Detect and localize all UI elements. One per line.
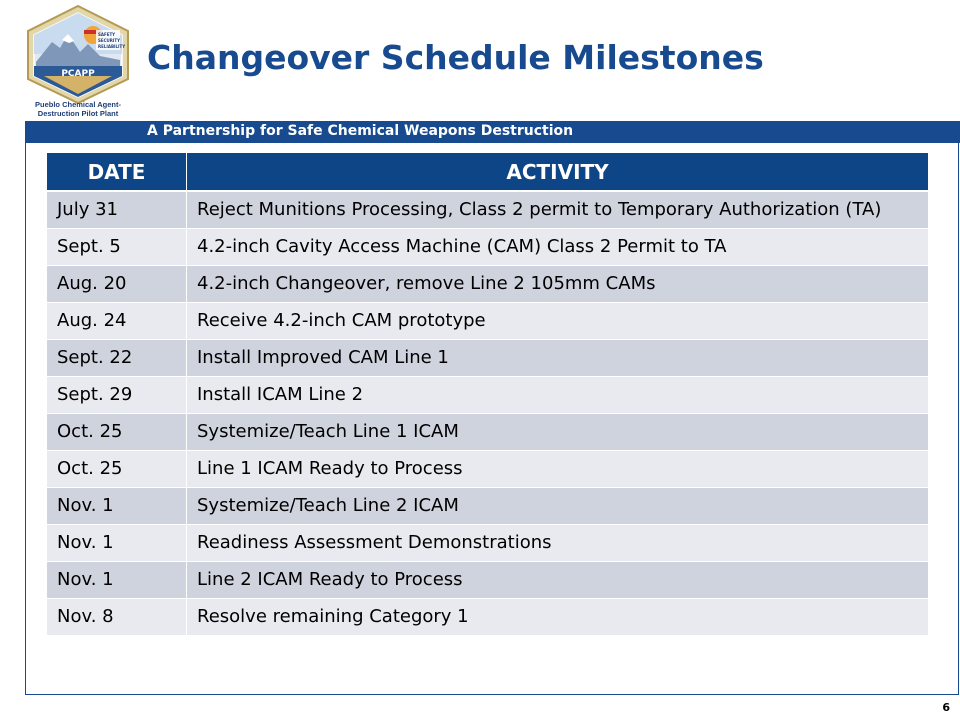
date-cell: Nov. 1 xyxy=(47,487,187,525)
pcapp-logo: SAFETY SECURITY RELIABILITY PCAPP xyxy=(22,4,134,118)
activity-cell: Systemize/Teach Line 1 ICAM xyxy=(186,413,928,451)
partnership-banner: A Partnership for Safe Chemical Weapons … xyxy=(25,121,960,143)
table-row: Aug. 24 Receive 4.2-inch CAM prototype xyxy=(47,302,928,340)
activity-cell: Install ICAM Line 2 xyxy=(186,376,928,414)
date-cell: Sept. 29 xyxy=(47,376,187,414)
logo-tagline-3: RELIABILITY xyxy=(98,44,125,49)
pcapp-emblem-icon: SAFETY SECURITY RELIABILITY PCAPP xyxy=(27,4,129,104)
logo-caption-line2: Destruction Pilot Plant xyxy=(37,109,119,118)
activity-cell: Install Improved CAM Line 1 xyxy=(186,339,928,377)
table-row: Nov. 1 Line 2 ICAM Ready to Process xyxy=(47,561,928,599)
activity-cell: 4.2-inch Cavity Access Machine (CAM) Cla… xyxy=(186,228,928,266)
logo-badge-text: PCAPP xyxy=(61,69,95,79)
activity-cell: Readiness Assessment Demonstrations xyxy=(186,524,928,562)
date-cell: Sept. 5 xyxy=(47,228,187,266)
date-cell: Oct. 25 xyxy=(47,413,187,451)
table-row: Sept. 22 Install Improved CAM Line 1 xyxy=(47,339,928,377)
date-cell: Nov. 8 xyxy=(47,598,187,636)
table-row: Nov. 1 Readiness Assessment Demonstratio… xyxy=(47,524,928,562)
table-row: Oct. 25 Line 1 ICAM Ready to Process xyxy=(47,450,928,488)
activity-column-header: ACTIVITY xyxy=(186,153,928,192)
activity-cell: Line 2 ICAM Ready to Process xyxy=(186,561,928,599)
page-number: 6 xyxy=(942,701,950,714)
date-cell: Sept. 22 xyxy=(47,339,187,377)
table-row: Nov. 8 Resolve remaining Category 1 xyxy=(47,598,928,636)
activity-cell: Line 1 ICAM Ready to Process xyxy=(186,450,928,488)
page-title: Changeover Schedule Milestones xyxy=(147,38,764,77)
logo-caption: Pueblo Chemical Agent- Destruction Pilot… xyxy=(20,100,136,118)
banner-text: A Partnership for Safe Chemical Weapons … xyxy=(147,123,574,139)
content-frame xyxy=(25,143,959,695)
activity-cell: Resolve remaining Category 1 xyxy=(186,598,928,636)
date-cell: Nov. 1 xyxy=(47,524,187,562)
table-row: July 31 Reject Munitions Processing, Cla… xyxy=(47,191,928,229)
table-row: Sept. 29 Install ICAM Line 2 xyxy=(47,376,928,414)
table-header-row: DATE ACTIVITY xyxy=(47,153,928,192)
milestone-table: DATE ACTIVITY July 31 Reject Munitions P… xyxy=(47,153,928,636)
table-row: Sept. 5 4.2-inch Cavity Access Machine (… xyxy=(47,228,928,266)
table-row: Oct. 25 Systemize/Teach Line 1 ICAM xyxy=(47,413,928,451)
logo-tagline-2: SECURITY xyxy=(98,38,120,43)
activity-cell: Receive 4.2-inch CAM prototype xyxy=(186,302,928,340)
activity-cell: 4.2-inch Changeover, remove Line 2 105mm… xyxy=(186,265,928,303)
activity-cell: Systemize/Teach Line 2 ICAM xyxy=(186,487,928,525)
date-cell: Nov. 1 xyxy=(47,561,187,599)
date-cell: July 31 xyxy=(47,191,187,229)
activity-cell: Reject Munitions Processing, Class 2 per… xyxy=(186,191,928,229)
date-cell: Oct. 25 xyxy=(47,450,187,488)
logo-tagline-1: SAFETY xyxy=(98,32,115,37)
date-cell: Aug. 20 xyxy=(47,265,187,303)
table-row: Aug. 20 4.2-inch Changeover, remove Line… xyxy=(47,265,928,303)
logo-caption-line1: Pueblo Chemical Agent- xyxy=(35,100,121,109)
date-cell: Aug. 24 xyxy=(47,302,187,340)
table-row: Nov. 1 Systemize/Teach Line 2 ICAM xyxy=(47,487,928,525)
date-column-header: DATE xyxy=(47,153,187,192)
